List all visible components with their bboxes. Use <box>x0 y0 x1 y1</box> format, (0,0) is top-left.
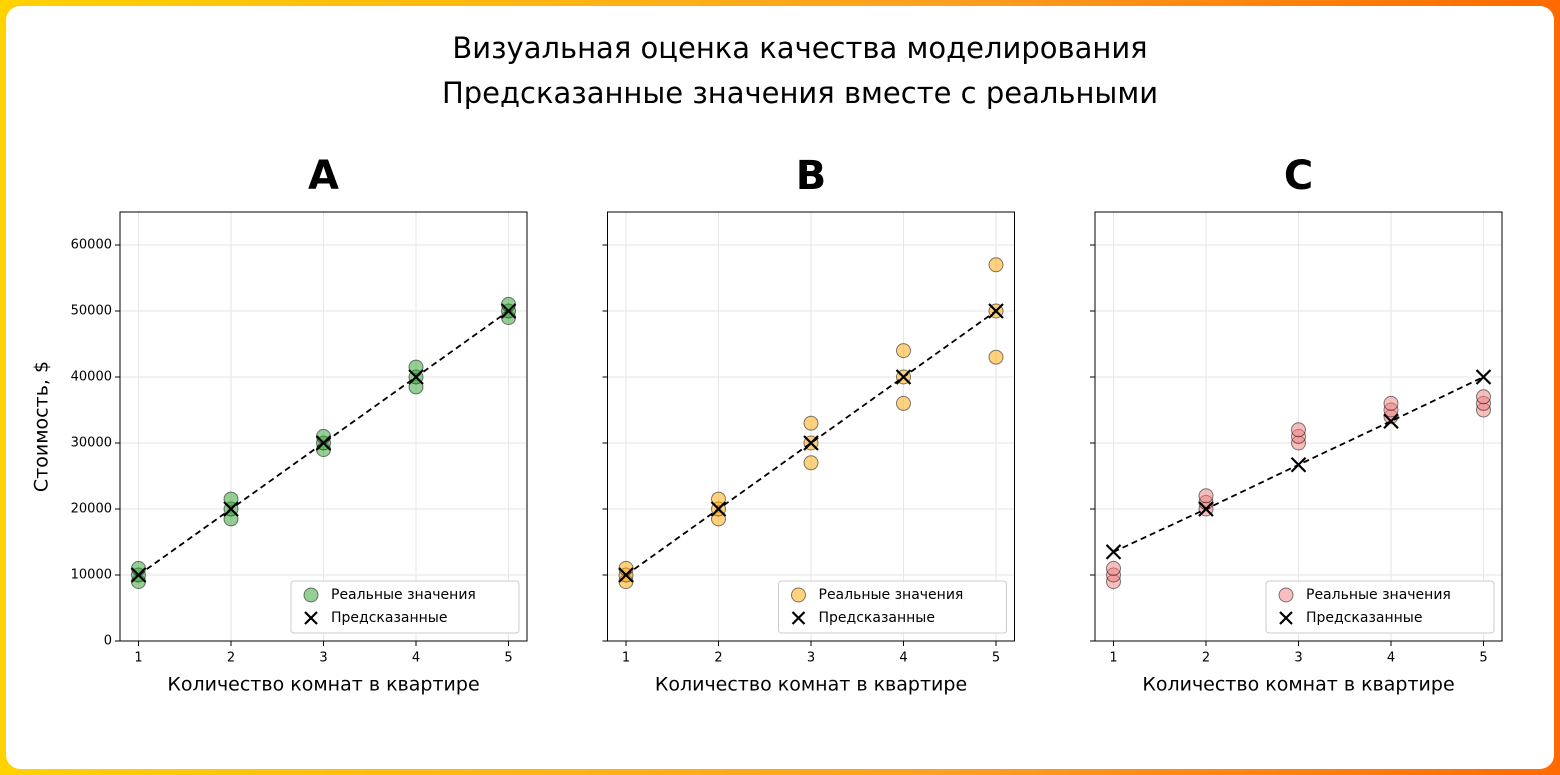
x-tick-label: 3 <box>807 651 815 666</box>
actual-point <box>1291 422 1306 438</box>
legend-label: Предсказанные <box>331 610 447 626</box>
actual-point <box>711 491 726 507</box>
x-tick-label: 4 <box>899 651 907 666</box>
prediction-line <box>137 310 510 576</box>
y-tick-label: 0 <box>104 634 112 649</box>
figure-title: Визуальная оценка качества моделирования <box>452 31 1147 65</box>
x-tick-label: 2 <box>227 651 235 666</box>
actual-point <box>1476 389 1491 405</box>
predicted-point <box>130 567 147 583</box>
predicted-point <box>1105 544 1122 560</box>
legend-marker <box>791 611 806 625</box>
axes-frame <box>1094 211 1503 642</box>
actual-point <box>988 349 1004 365</box>
x-tick-label: 5 <box>1479 651 1487 666</box>
predicted-point <box>803 435 819 451</box>
legend-marker <box>1279 611 1293 625</box>
panel <box>6 6 1554 769</box>
y-tick-label: 10000 <box>71 568 112 583</box>
x-tick-label: 2 <box>714 651 722 666</box>
subplot-title: A <box>308 153 339 199</box>
x-tick-label: 3 <box>319 651 327 666</box>
y-tick-label: 40000 <box>71 370 112 385</box>
legend-marker <box>1278 587 1294 603</box>
actual-point <box>618 560 634 576</box>
actual-point <box>1198 488 1214 504</box>
actual-point <box>1383 395 1399 411</box>
legend-box <box>778 580 1007 634</box>
prediction-line <box>625 310 997 576</box>
x-tick-label: 2 <box>1202 651 1210 666</box>
legend-label: Реальные значения <box>331 587 476 603</box>
legend-label: Реальные значения <box>819 587 964 603</box>
y-tick-label: 50000 <box>71 304 112 319</box>
x-axis-label: Количество комнат в квартире <box>1142 674 1454 696</box>
predicted-point <box>315 435 332 451</box>
y-tick-label: 60000 <box>71 238 112 253</box>
y-axis-label: Стоимость, $ <box>31 361 53 492</box>
legend-marker <box>791 587 806 603</box>
x-axis-label: Количество комнат в квартире <box>655 674 967 696</box>
actual-point <box>988 257 1004 273</box>
subplot-title: B <box>796 153 827 199</box>
axes-frame <box>119 211 528 642</box>
legend-marker <box>304 611 318 625</box>
figure-title: Предсказанные значения вместе с реальным… <box>442 76 1158 110</box>
legend-box <box>1265 580 1495 634</box>
axes-frame <box>607 211 1015 642</box>
x-tick-label: 5 <box>992 651 1000 666</box>
actual-point <box>803 415 819 431</box>
legend-label: Предсказанные <box>1306 610 1422 626</box>
predicted-point <box>408 369 424 385</box>
actual-point <box>1106 560 1121 576</box>
predicted-point <box>710 501 727 517</box>
x-tick-label: 4 <box>1387 651 1395 666</box>
legend-marker <box>303 587 319 603</box>
x-tick-label: 1 <box>134 651 142 666</box>
predicted-point <box>1198 501 1214 517</box>
predicted-point <box>1290 457 1307 473</box>
actual-point <box>131 560 146 576</box>
legend-box <box>290 580 520 634</box>
x-tick-label: 1 <box>1109 651 1117 666</box>
predicted-point <box>500 303 517 319</box>
predicted-point <box>223 501 239 517</box>
predicted-point <box>988 303 1004 319</box>
actual-point <box>408 359 424 375</box>
predicted-point <box>1475 369 1492 385</box>
actual-point <box>896 343 911 359</box>
subplot-title: C <box>1284 153 1313 199</box>
y-tick-label: 20000 <box>71 502 112 517</box>
x-tick-label: 1 <box>622 651 630 666</box>
x-tick-label: 5 <box>504 651 512 666</box>
predicted-point <box>618 567 634 583</box>
actual-point <box>316 428 331 444</box>
x-tick-label: 3 <box>1294 651 1302 666</box>
y-tick-label: 30000 <box>71 436 112 451</box>
actual-point <box>896 395 911 411</box>
x-tick-label: 4 <box>412 651 420 666</box>
legend-label: Реальные значения <box>1306 587 1451 603</box>
legend-label: Предсказанные <box>819 610 935 626</box>
actual-point <box>803 455 819 471</box>
predicted-point <box>1383 413 1399 429</box>
predicted-point <box>895 369 912 385</box>
x-axis-label: Количество комнат в квартире <box>167 674 479 696</box>
actual-point <box>223 491 239 507</box>
actual-point <box>501 296 516 312</box>
